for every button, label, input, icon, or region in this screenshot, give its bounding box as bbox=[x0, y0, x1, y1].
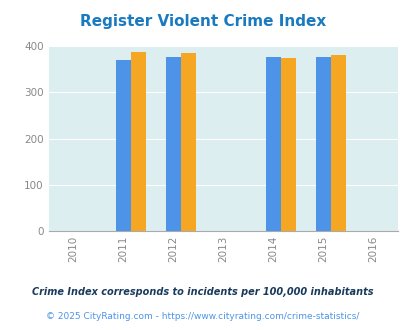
Bar bbox=[315, 57, 330, 231]
Bar bbox=[116, 60, 131, 231]
Text: Register Violent Crime Index: Register Violent Crime Index bbox=[80, 14, 325, 29]
Bar bbox=[181, 53, 195, 231]
Text: Crime Index corresponds to incidents per 100,000 inhabitants: Crime Index corresponds to incidents per… bbox=[32, 287, 373, 297]
Bar bbox=[131, 52, 146, 231]
Bar bbox=[280, 58, 295, 231]
Bar bbox=[330, 54, 345, 231]
Bar bbox=[166, 57, 181, 231]
Bar bbox=[265, 57, 280, 231]
Text: © 2025 CityRating.com - https://www.cityrating.com/crime-statistics/: © 2025 CityRating.com - https://www.city… bbox=[46, 312, 359, 321]
